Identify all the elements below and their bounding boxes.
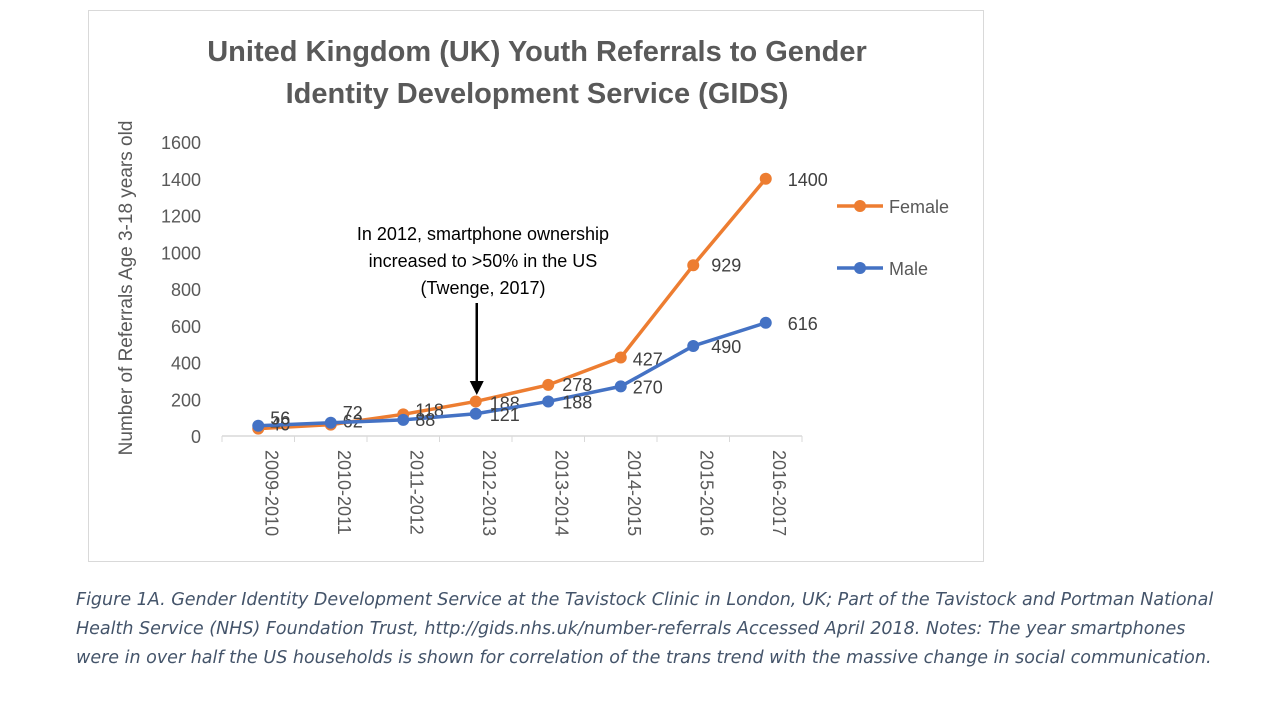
data-point-female (542, 378, 555, 391)
annotation-text-line: (Twenge, 2017) (420, 278, 545, 298)
line-chart: United Kingdom (UK) Youth Referrals to G… (116, 36, 949, 536)
x-tick-label: 2013-2014 (551, 450, 571, 536)
y-axis-label: Number of Referrals Age 3-18 years old (116, 121, 137, 456)
data-label-male: 56 (270, 409, 290, 429)
y-tick-label: 800 (171, 280, 201, 300)
data-label-male: 88 (415, 410, 435, 430)
data-point-male (324, 416, 337, 429)
legend-label-male: Male (889, 259, 928, 279)
data-label-male: 616 (788, 314, 818, 334)
data-point-female (759, 172, 772, 185)
y-tick-label: 400 (171, 354, 201, 374)
data-label-female: 1400 (788, 170, 828, 190)
data-point-male (397, 413, 410, 426)
data-point-male (542, 395, 555, 408)
y-tick-label: 1600 (161, 133, 201, 153)
y-tick-label: 600 (171, 317, 201, 337)
x-tick-label: 2015-2016 (696, 450, 716, 536)
data-point-female (469, 395, 482, 408)
y-tick-label: 0 (191, 427, 201, 447)
data-label-male: 270 (633, 377, 663, 397)
chart-title-line: Identity Development Service (GIDS) (286, 78, 789, 110)
annotation-text-line: In 2012, smartphone ownership (357, 224, 609, 244)
data-point-male (252, 419, 265, 432)
chart-area: United Kingdom (UK) Youth Referrals to G… (88, 10, 984, 562)
data-label-male: 72 (343, 403, 363, 423)
x-tick-label: 2012-2013 (479, 450, 499, 536)
series-line-female (258, 177, 768, 431)
x-tick-label: 2010-2011 (334, 450, 354, 535)
data-label-male: 490 (711, 337, 741, 357)
y-tick-label: 1400 (161, 170, 201, 190)
data-point-male (614, 380, 627, 393)
data-point-male (469, 407, 482, 420)
data-label-female: 427 (633, 350, 663, 370)
legend-marker-male (854, 262, 866, 274)
data-label-female: 929 (711, 255, 741, 275)
data-point-female (687, 259, 700, 272)
data-point-female (614, 351, 627, 364)
annotation-text-line: increased to >50% in the US (369, 251, 598, 271)
y-tick-label: 1000 (161, 243, 201, 263)
data-label-male: 188 (562, 392, 592, 412)
figure-caption: Figure 1A. Gender Identity Development S… (76, 590, 1214, 668)
legend-marker-female (854, 200, 866, 212)
x-tick-label: 2011-2012 (406, 450, 426, 535)
x-tick-label: 2014-2015 (624, 450, 644, 536)
x-tick-label: 2009-2010 (261, 450, 281, 536)
y-tick-label: 1200 (161, 207, 201, 227)
data-label-male: 121 (490, 405, 520, 425)
annotation-arrow-head (469, 381, 484, 395)
data-point-male (759, 316, 772, 329)
x-tick-label: 2016-2017 (769, 450, 789, 536)
data-point-male (687, 339, 700, 352)
y-tick-label: 200 (171, 390, 201, 410)
data-label-female: 278 (562, 375, 592, 395)
legend-label-female: Female (889, 197, 949, 217)
chart-title-line: United Kingdom (UK) Youth Referrals to G… (207, 36, 867, 68)
series-line-male (258, 321, 767, 428)
